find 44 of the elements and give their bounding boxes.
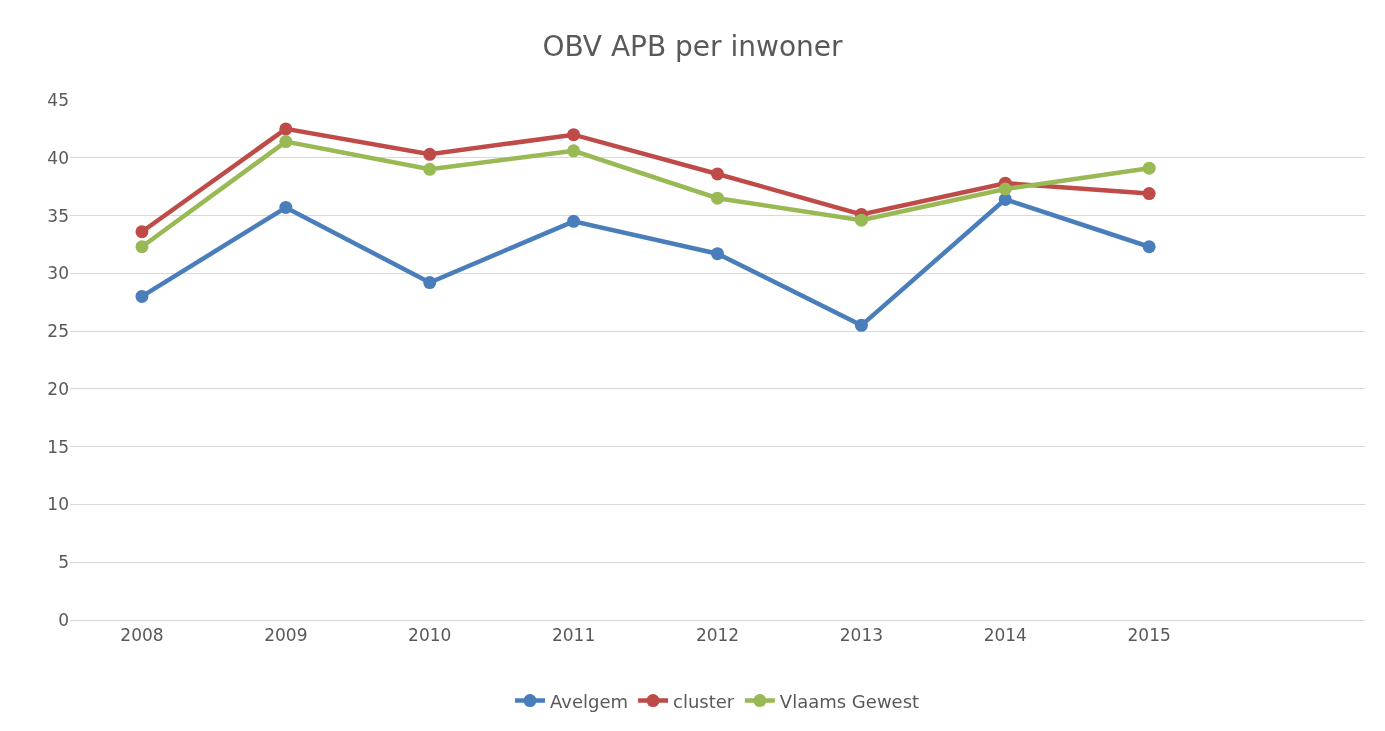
y-tick-label: 25 [47,321,69,342]
y-tick-label: 45 [47,89,69,110]
chart-title: OBV APB per inwoner [542,30,844,64]
legend-label: Avelgem [550,690,629,712]
y-tick-label: 20 [47,378,69,399]
point [135,240,149,254]
point [423,276,437,290]
point [279,122,293,136]
point [854,213,868,227]
x-tick-label: 2008 [120,625,164,646]
point [279,200,293,214]
point [854,318,868,332]
x-tick-label: 2011 [551,625,596,646]
point [423,162,437,176]
point [279,135,293,149]
point [567,128,581,142]
point [711,247,724,261]
x-tick-label: 2012 [695,625,740,646]
point [711,191,724,205]
point [135,289,149,303]
x-tick-label: 2015 [1127,625,1171,646]
x-tick-label: 2010 [408,625,452,646]
point [1142,240,1156,254]
legend-label: cluster [673,690,735,712]
y-tick-label: 15 [47,436,69,457]
point [998,192,1012,206]
legend-label: Vlaams Gewest [779,690,920,712]
point [1142,187,1156,201]
x-tick-label: 2009 [264,625,308,646]
point [711,167,724,181]
point [998,182,1012,196]
y-tick-label: 5 [58,552,69,573]
x-tick-label: 2014 [983,625,1027,646]
point [1142,161,1156,175]
y-tick-label: 10 [47,494,69,515]
x-tick-label: 2013 [839,625,884,646]
y-tick-label: 40 [47,147,69,168]
point [135,225,149,239]
y-tick-label: 0 [58,609,69,630]
point [567,144,581,158]
point [567,214,581,228]
y-tick-label: 30 [47,263,69,284]
y-tick-label: 35 [47,205,69,226]
point [423,147,437,161]
